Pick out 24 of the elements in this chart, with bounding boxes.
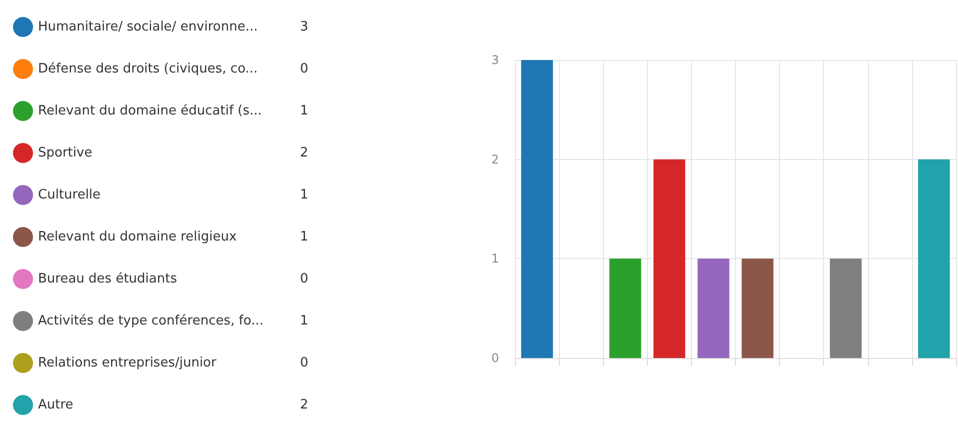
legend-label: Autre (38, 398, 74, 412)
text: 2 (300, 146, 308, 160)
legend-label: Sportive (38, 146, 92, 160)
text: 0 (300, 356, 308, 370)
text: 0 (300, 62, 308, 76)
text: 1 (300, 230, 308, 244)
legend-label: Culturelle (38, 188, 101, 202)
legend-label: Relevant du domaine éducatif (s... (38, 104, 262, 118)
y-tick-label: 2 (491, 152, 499, 166)
text: 1 (300, 314, 308, 328)
legend-label: Bureau des étudiants (38, 272, 178, 286)
legend-label: Relations entreprises/junior (38, 356, 218, 370)
y-tick-label: 3 (491, 53, 499, 67)
legend-label: Humanitaire/ sociale/ environne... (38, 20, 258, 34)
text: 1 (300, 188, 308, 202)
legend-label: Activités de type conférences, fo... (38, 314, 264, 328)
y-tick-label: 0 (491, 351, 499, 365)
legend-label: Défense des droits (civiques, co... (38, 62, 258, 76)
text: 1 (300, 104, 308, 118)
text: 3 (300, 20, 308, 34)
y-tick-label: 1 (491, 252, 499, 266)
text: 2 (300, 398, 308, 412)
legend-label: Relevant du domaine religieux (38, 230, 238, 244)
text: 0 (300, 272, 308, 286)
